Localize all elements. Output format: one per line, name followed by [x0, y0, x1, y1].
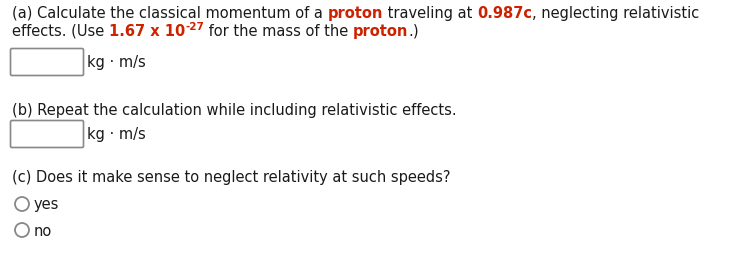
Text: (b) Repeat the calculation while including relativistic effects.: (b) Repeat the calculation while includi… — [12, 103, 457, 118]
Text: no: no — [34, 223, 53, 239]
Text: for the mass of the: for the mass of the — [204, 24, 352, 39]
Text: effects. (Use: effects. (Use — [12, 24, 109, 39]
FancyBboxPatch shape — [10, 49, 83, 76]
Text: yes: yes — [34, 198, 59, 213]
Text: (c) Does it make sense to neglect relativity at such speeds?: (c) Does it make sense to neglect relati… — [12, 170, 451, 185]
Text: kg · m/s: kg · m/s — [87, 56, 146, 71]
Text: kg · m/s: kg · m/s — [87, 128, 146, 143]
Text: (a) Calculate the classical momentum of a: (a) Calculate the classical momentum of … — [12, 6, 328, 21]
Text: -27: -27 — [185, 22, 204, 32]
Text: , neglecting relativistic: , neglecting relativistic — [532, 6, 699, 21]
Text: 0.987c: 0.987c — [477, 6, 532, 21]
Text: proton: proton — [328, 6, 382, 21]
Text: 1.67 x 10: 1.67 x 10 — [109, 24, 185, 39]
FancyBboxPatch shape — [10, 121, 83, 148]
Text: ): ) — [413, 24, 419, 39]
Text: .: . — [408, 24, 413, 39]
Text: proton: proton — [352, 24, 408, 39]
Text: traveling at: traveling at — [382, 6, 477, 21]
